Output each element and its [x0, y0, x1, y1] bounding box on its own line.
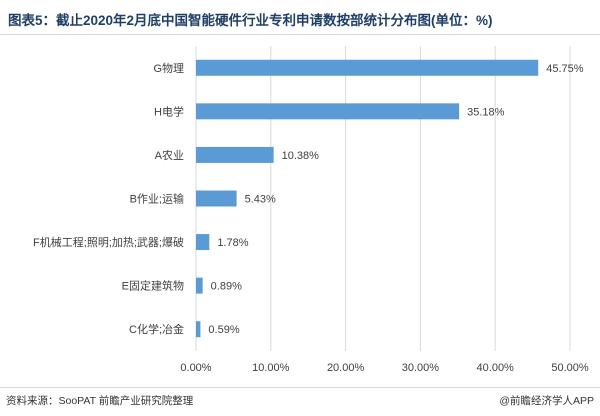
category-label: A农业 — [155, 148, 184, 162]
category-label: F机械工程;照明;加热;武器;爆破 — [33, 235, 184, 249]
value-label: 35.18% — [467, 106, 505, 118]
category-label: B作业;运输 — [130, 192, 184, 206]
x-tick-label: 20.00% — [327, 362, 365, 374]
footer-divider — [0, 387, 600, 388]
category-label: G物理 — [153, 61, 184, 75]
value-label: 0.59% — [208, 324, 239, 336]
bar — [196, 234, 210, 251]
bar — [196, 190, 237, 207]
bar-chart: 0.00% 10.00% 20.00% 30.00% 40.00% 50.00% G物理 45… — [33, 46, 589, 374]
value-label: 1.78% — [217, 237, 248, 249]
bar — [196, 321, 201, 338]
bar — [196, 277, 203, 294]
source-note: 资料来源：SooPAT 前瞻产业研究院整理 — [6, 395, 194, 407]
category-label: E固定建筑物 — [122, 279, 184, 293]
x-tick-label: 10.00% — [252, 362, 290, 374]
bar — [196, 103, 460, 120]
x-tick-label: 30.00% — [402, 362, 440, 374]
chart-title: 图表5：截止2020年2月底中国智能硬件行业专利申请数按部统计分布图(单位：%) — [8, 13, 493, 28]
value-label: 10.38% — [282, 150, 320, 162]
category-label: H电学 — [154, 104, 184, 118]
category-label: C化学;冶金 — [129, 322, 184, 336]
value-label: 45.75% — [546, 63, 584, 75]
brand-credit: @前瞻经济学人APP — [499, 395, 594, 407]
x-tick-label: 50.00% — [551, 362, 589, 374]
x-tick-label: 0.00% — [180, 362, 211, 374]
bar — [196, 59, 539, 76]
value-label: 0.89% — [211, 281, 242, 293]
title-divider — [0, 34, 600, 35]
bar — [196, 146, 274, 163]
footer: 资料来源：SooPAT 前瞻产业研究院整理 @前瞻经济学人APP — [0, 387, 600, 416]
value-label: 5.43% — [245, 194, 276, 206]
x-tick-label: 40.00% — [477, 362, 515, 374]
